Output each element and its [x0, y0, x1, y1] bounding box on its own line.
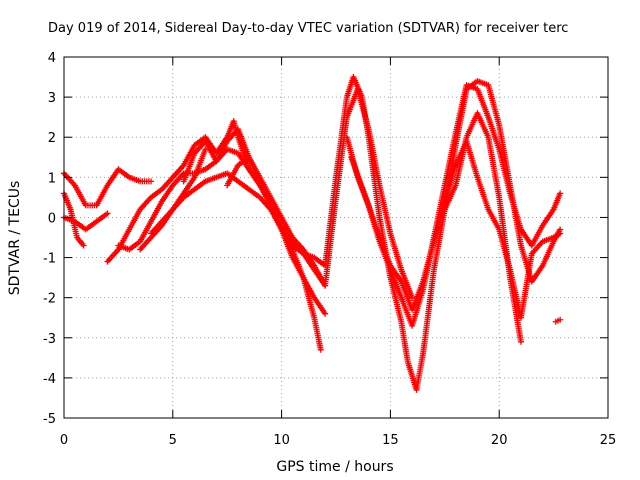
y-tick-label: -3	[43, 332, 56, 347]
data-point	[409, 294, 416, 301]
x-tick-labels: 0 5 10 15 20 25	[60, 433, 616, 448]
y-tick-label: 3	[48, 91, 56, 106]
y-tick-label: 2	[48, 131, 56, 146]
series-trace-7	[148, 146, 209, 237]
x-tick-label: 0	[60, 433, 68, 448]
y-tick-label: -5	[43, 412, 56, 427]
series-trace-11	[348, 138, 564, 321]
x-tick-label: 20	[491, 433, 508, 448]
series-trace-5	[115, 146, 329, 317]
data-point	[557, 230, 564, 237]
series-trace-9	[224, 86, 416, 301]
x-tick-label: 15	[382, 433, 399, 448]
data-point	[557, 190, 564, 197]
y-tick-labels: 4 3 2 1 0 -1 -2 -3 -4 -5	[43, 51, 56, 427]
data-point	[557, 316, 564, 323]
data-point	[148, 178, 155, 185]
plot-frame	[63, 56, 609, 419]
y-tick-label: -1	[43, 252, 56, 267]
series-trace-13	[552, 316, 564, 325]
x-tick-label: 25	[600, 433, 617, 448]
axis-ticks	[63, 56, 609, 419]
x-tick-label: 10	[273, 433, 290, 448]
y-tick-label: -4	[43, 372, 56, 387]
data-point	[517, 338, 524, 345]
x-tick-label: 5	[169, 433, 177, 448]
y-tick-label: 1	[48, 171, 56, 186]
data-points	[61, 74, 564, 393]
chart-title: Day 019 of 2014, Sidereal Day-to-day VTE…	[48, 21, 568, 36]
y-tick-label: -2	[43, 292, 56, 307]
data-point	[104, 210, 111, 217]
y-tick-label: 0	[48, 211, 56, 226]
y-tick-label: 4	[48, 51, 56, 66]
data-point	[322, 310, 329, 317]
y-axis-label: SDTVAR / TECUs	[7, 181, 23, 296]
data-point	[80, 242, 87, 249]
data-point	[317, 346, 324, 353]
series-trace-1	[61, 166, 155, 209]
series-trace-3	[61, 210, 111, 233]
series-trace-12	[441, 110, 524, 345]
x-axis-label: GPS time / hours	[276, 459, 393, 475]
